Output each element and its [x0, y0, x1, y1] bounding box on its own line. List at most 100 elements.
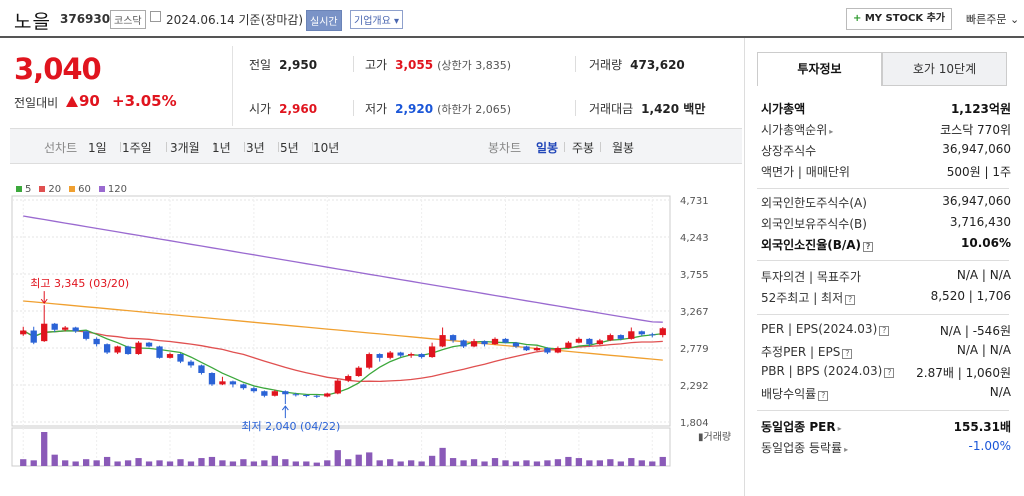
- period-2[interactable]: 3개월: [170, 141, 200, 155]
- help-icon[interactable]: ?: [879, 326, 890, 336]
- volume-bar: [334, 450, 341, 466]
- info-value: 10.06%: [961, 236, 1011, 250]
- volume-bar: [387, 459, 394, 466]
- stock-header: 노을 376930 코스닥 2024.06.14 기준(장마감) 실시간 기업개…: [0, 0, 1024, 38]
- volume-bar: [617, 461, 624, 466]
- candle-body: [575, 338, 583, 343]
- period-6[interactable]: 10년: [313, 141, 340, 155]
- info-row: 외국인한도주식수(A) 36,947,060: [761, 192, 1011, 213]
- y-tick-label: 4,243: [680, 233, 709, 244]
- sector-group: 동일업종 PER ▸ 155.31배 동일업종 등락률 ▸ -1.00%: [761, 416, 1011, 458]
- legend-ma-20[interactable]: 20: [39, 184, 61, 195]
- chevron-right-icon[interactable]: ▸: [844, 445, 849, 454]
- period-4[interactable]: 3년: [246, 141, 265, 155]
- candle-body: [187, 361, 195, 366]
- info-value: 코스닥 770위: [940, 123, 1011, 137]
- quick-order-button[interactable]: 빠른주문 ⌄: [966, 13, 1020, 26]
- info-row: 동일업종 등락률 ▸ -1.00%: [761, 437, 1011, 458]
- candle-body: [303, 394, 310, 396]
- info-row: 추정PER | EPS? N/A | N/A: [761, 341, 1011, 362]
- volume-bar: [366, 452, 373, 466]
- volume-bar: [187, 461, 195, 466]
- candle-body: [334, 380, 341, 394]
- info-row: 시가총액순위 ▸ 코스닥 770위: [761, 119, 1011, 140]
- candle-body: [93, 338, 100, 345]
- volume-bar: [93, 460, 100, 466]
- period-5[interactable]: 5년: [280, 141, 299, 155]
- period-bar: 선차트 1일 1주일 3개월 1년 3년 5년 10년 봉차트 일봉 주봉 월봉: [10, 128, 742, 164]
- candle-body: [51, 323, 58, 330]
- chevron-right-icon[interactable]: ▸: [829, 127, 834, 136]
- volume-bar: [313, 462, 320, 466]
- candle-body: [198, 365, 205, 374]
- volume-bar: [250, 461, 258, 466]
- candle-period-0[interactable]: 일봉: [536, 141, 559, 155]
- y-tick-label: 2,779: [680, 344, 709, 355]
- volume-bar: [20, 459, 27, 466]
- help-icon[interactable]: ?: [842, 349, 853, 359]
- trade-amount: 거래대금 1,420 백만: [589, 102, 706, 116]
- info-key: 배당수익률?: [761, 385, 829, 402]
- candle-body: [533, 347, 541, 351]
- volume-bar: [596, 460, 603, 466]
- volume-bar: [554, 459, 562, 466]
- tab-investment-info[interactable]: 투자정보: [757, 52, 882, 86]
- help-icon[interactable]: ?: [863, 242, 874, 252]
- period-0[interactable]: 1일: [88, 141, 107, 155]
- legend-swatch: [39, 186, 46, 192]
- candle-body: [523, 346, 530, 351]
- realtime-button[interactable]: 실시간: [306, 10, 342, 31]
- candle-body: [208, 373, 216, 385]
- candle-body: [491, 338, 499, 345]
- info-row: 상장주식수 36,947,060: [761, 140, 1011, 161]
- volume-bar: [282, 459, 289, 466]
- market-cap-group: 시가총액 1,123억원 시가총액순위 ▸ 코스닥 770위 상장주식수 36,947,06…: [761, 98, 1011, 182]
- info-value: 36,947,060: [942, 142, 1011, 156]
- company-overview-button[interactable]: 기업개요 ▾: [350, 10, 403, 29]
- help-icon[interactable]: ?: [845, 295, 856, 305]
- volume-bar: [481, 461, 488, 466]
- base-date: 2024.06.14 기준(장마감): [166, 13, 304, 27]
- volume-bar: [198, 458, 205, 466]
- change-label: 전일대비: [14, 96, 59, 110]
- candle-period-2[interactable]: 월봉: [612, 141, 635, 155]
- ma-line-120: [23, 215, 663, 323]
- legend-ma-120[interactable]: 120: [98, 184, 127, 195]
- candle-period-1[interactable]: 주봉: [572, 141, 595, 155]
- help-icon[interactable]: ?: [884, 368, 895, 378]
- legend-swatch: [16, 186, 22, 192]
- volume-label: ▮거래량: [698, 431, 731, 443]
- period-3[interactable]: 1년: [212, 141, 231, 155]
- period-1[interactable]: 1주일: [122, 141, 152, 155]
- candle-body: [439, 335, 446, 347]
- legend-ma-5[interactable]: 5: [16, 184, 31, 195]
- volume-bar: [345, 459, 352, 466]
- info-value: 155.31배: [953, 420, 1011, 434]
- candle-body: [124, 346, 132, 355]
- volume-bar: [449, 458, 457, 466]
- legend-ma-60[interactable]: 60: [69, 184, 91, 195]
- info-key: 동일업종 등락률 ▸: [761, 441, 849, 455]
- help-icon[interactable]: ?: [818, 391, 829, 401]
- chevron-right-icon[interactable]: ▸: [837, 424, 842, 433]
- price-chart: 4,7314,2433,7553,2672,7792,2921,80403/18…: [11, 195, 731, 467]
- volume-bar: [659, 456, 666, 466]
- candle-body: [428, 346, 436, 358]
- candle-body: [261, 391, 268, 396]
- info-value: N/A | -546원: [939, 324, 1011, 338]
- volume-bar: [177, 459, 184, 466]
- volume-bar: [271, 455, 278, 466]
- info-value: 2.87배 | 1,060원: [916, 366, 1011, 380]
- volume-bar: [355, 454, 362, 466]
- volume-bar: [83, 459, 90, 466]
- candle-body: [135, 342, 142, 355]
- plus-icon: +: [852, 13, 865, 24]
- add-mystock-button[interactable]: + MY STOCK 추가: [846, 8, 952, 30]
- candle-body: [449, 335, 457, 341]
- candle-body: [72, 327, 79, 332]
- info-key: 52주최고 | 최저?: [761, 289, 856, 306]
- info-row: 시가총액 1,123억원: [761, 98, 1011, 119]
- volume-bar: [156, 460, 163, 466]
- tab-orderbook[interactable]: 호가 10단계: [882, 52, 1007, 86]
- candle-body: [219, 381, 226, 385]
